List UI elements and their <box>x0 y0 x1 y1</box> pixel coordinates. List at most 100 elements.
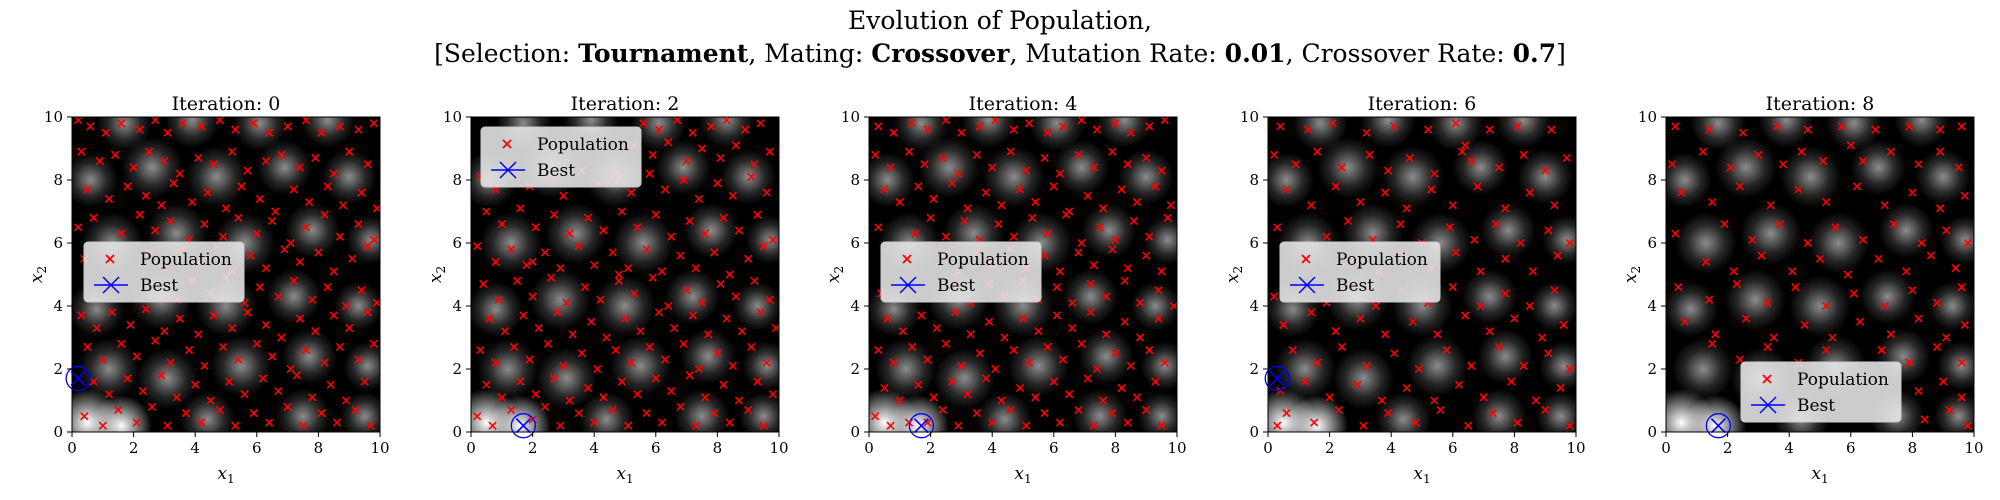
population-point <box>886 421 895 430</box>
population-point <box>1889 219 1899 229</box>
population-point <box>1880 201 1889 210</box>
population-point <box>889 128 898 137</box>
population-point <box>679 175 688 185</box>
population-point <box>667 232 676 241</box>
x-tick-label: 4 <box>1784 439 1794 457</box>
population-point <box>1117 383 1126 393</box>
population-point <box>157 201 166 210</box>
population-point <box>1467 361 1476 371</box>
population-point <box>759 421 768 430</box>
figure-title-line2: [Selection: Tournament, Mating: Crossove… <box>0 37 2000 70</box>
chart-panel-1: 0 2 4 6 8 10 0 2 4 6 8 10 Iteration: 2 x1 x2 Population… <box>426 93 789 486</box>
population-point <box>1145 122 1154 131</box>
population-point <box>237 182 246 191</box>
x-tick-label: 10 <box>1167 439 1186 457</box>
population-point <box>1334 405 1344 415</box>
population-point <box>988 418 997 427</box>
population-point <box>753 210 762 219</box>
population-point <box>1442 345 1451 355</box>
population-point <box>648 273 657 282</box>
population-point <box>1556 383 1565 393</box>
landscape-peak <box>232 117 288 152</box>
population-point <box>923 355 932 364</box>
population-point <box>1065 390 1074 399</box>
population-point <box>86 122 95 131</box>
population-point <box>895 197 904 207</box>
population-point <box>117 119 126 128</box>
population-point <box>636 327 645 336</box>
landscape-peak <box>1130 281 1177 331</box>
population-point <box>1383 166 1393 175</box>
population-point <box>1306 201 1316 210</box>
landscape-peak <box>471 281 524 337</box>
population-point <box>1791 282 1800 292</box>
population-point <box>1528 267 1538 276</box>
population-point <box>719 380 728 389</box>
population-point <box>1024 119 1034 128</box>
landscape-peak <box>612 212 675 274</box>
population-point <box>981 188 991 197</box>
population-point <box>271 207 280 216</box>
y-axis-label: x2 <box>1621 266 1643 283</box>
population-point <box>150 117 160 125</box>
population-point <box>642 408 651 418</box>
population-point <box>1849 289 1859 298</box>
population-point <box>1132 197 1142 207</box>
y-tick-label: 10 <box>443 108 462 126</box>
landscape-peak <box>745 215 779 265</box>
x-tick-label: 0 <box>466 439 476 457</box>
population-point <box>771 323 779 333</box>
landscape-peak <box>1072 388 1128 432</box>
population-point <box>623 264 633 273</box>
population-point <box>577 349 587 358</box>
landscape-peak <box>1684 394 1747 432</box>
population-point <box>1365 150 1374 159</box>
x-axis-label: x1 <box>1811 464 1828 486</box>
population-point <box>332 418 342 427</box>
population-point <box>917 311 926 320</box>
landscape-peak <box>1007 335 1070 397</box>
title-close: ] <box>1556 39 1566 68</box>
population-point <box>531 390 540 399</box>
population-point <box>765 147 774 156</box>
population-point <box>1157 267 1166 276</box>
population-point <box>1547 125 1556 134</box>
population-point <box>304 197 314 207</box>
population-point <box>280 245 289 254</box>
population-point <box>506 245 516 254</box>
population-point <box>1544 349 1553 358</box>
landscape-peak <box>1471 388 1527 432</box>
population-point <box>320 210 329 219</box>
population-point <box>553 308 562 317</box>
population-point <box>679 339 688 348</box>
population-point <box>1362 128 1371 137</box>
population-point <box>1855 317 1865 326</box>
population-point <box>1377 396 1387 405</box>
population-point <box>663 301 673 311</box>
landscape-peak <box>477 338 539 400</box>
population-point <box>1380 188 1390 197</box>
population-point <box>101 128 111 137</box>
population-point <box>1698 147 1708 156</box>
population-point <box>932 323 941 333</box>
population-point <box>264 418 274 427</box>
y-tick-label: 6 <box>452 234 462 252</box>
population-point <box>1516 238 1525 248</box>
population-point <box>485 314 494 323</box>
population-point <box>491 358 500 367</box>
y-tick-label: 4 <box>1249 297 1259 315</box>
population-point <box>1411 418 1421 427</box>
population-point <box>1390 349 1399 358</box>
population-point <box>506 405 516 415</box>
population-point <box>1151 377 1160 386</box>
landscape-peak <box>1807 212 1870 274</box>
population-point <box>1142 251 1151 260</box>
population-point <box>363 241 372 251</box>
population-point <box>194 330 203 339</box>
x-tick-label: 2 <box>528 439 538 457</box>
legend-population-label: Population <box>937 250 1029 270</box>
population-point <box>534 323 543 333</box>
population-point <box>957 361 966 371</box>
population-point <box>759 241 768 251</box>
population-point <box>1945 405 1954 415</box>
